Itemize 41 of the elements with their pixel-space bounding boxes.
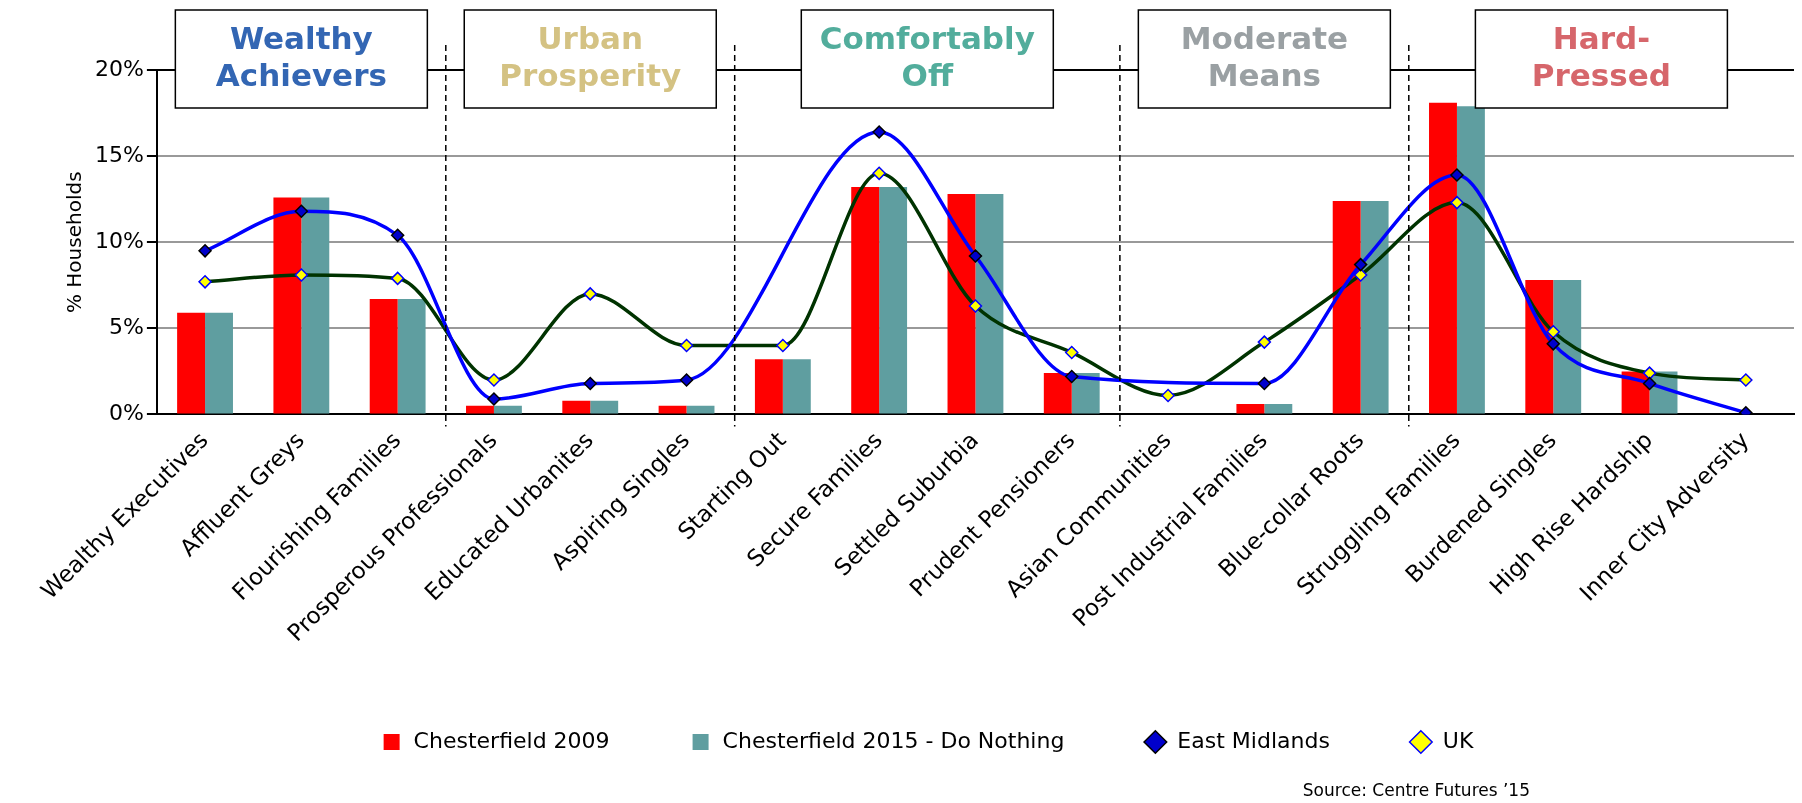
- band-label: Wealthy Achievers: [215, 19, 387, 93]
- bar: [1553, 280, 1582, 414]
- bar: [1236, 404, 1265, 414]
- bar: [273, 197, 302, 414]
- bar: [947, 194, 976, 414]
- legend-label: UK: [1442, 727, 1474, 753]
- bar: [466, 405, 494, 414]
- bar: [754, 359, 783, 414]
- legend-label: Chesterfield 2015 - Do Nothing: [722, 727, 1065, 753]
- band-label: Comfortably Off: [819, 19, 1035, 93]
- band-label: Urban Prosperity: [499, 19, 682, 93]
- y-tick-label: 20%: [94, 55, 144, 81]
- bar: [397, 299, 426, 414]
- bar: [590, 400, 619, 414]
- bar: [1264, 404, 1293, 414]
- band-label: Hard-Pressed: [1531, 19, 1671, 93]
- band-label: Moderate Means: [1180, 19, 1349, 93]
- bar: [177, 312, 206, 414]
- source-note: Source: Centre Futures ’15: [1302, 780, 1530, 800]
- y-tick-label: 15%: [94, 141, 144, 167]
- y-tick-label: 0%: [108, 400, 144, 426]
- bar: [975, 194, 1004, 414]
- bar: [301, 197, 330, 414]
- bar: [205, 312, 233, 414]
- bar: [562, 400, 591, 414]
- bar: [1043, 373, 1072, 414]
- bar: [851, 187, 880, 414]
- y-axis-title: % Households: [62, 171, 87, 314]
- bar: [493, 405, 522, 414]
- legend-label: East Midlands: [1177, 727, 1330, 753]
- y-tick-label: 5%: [108, 314, 144, 340]
- y-tick-label: 10%: [94, 227, 144, 253]
- bar: [782, 359, 811, 414]
- bar: [1360, 200, 1389, 414]
- bar: [1456, 106, 1485, 414]
- bar: [658, 405, 687, 414]
- bar: [369, 299, 398, 414]
- legend-label: Chesterfield 2009: [413, 727, 610, 753]
- bar: [879, 187, 908, 414]
- bar: [1429, 102, 1457, 414]
- bar: [1332, 200, 1361, 414]
